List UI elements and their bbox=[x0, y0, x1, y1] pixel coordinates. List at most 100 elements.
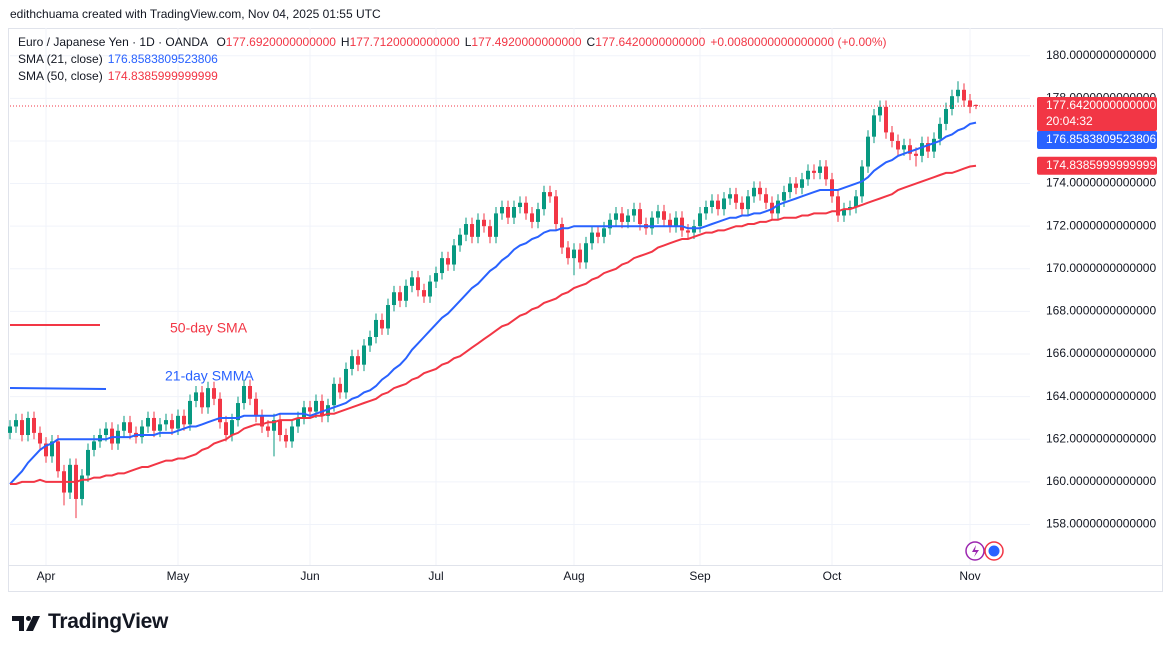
price-label-box bbox=[1037, 130, 1157, 149]
candle-body bbox=[716, 200, 720, 210]
candle-body bbox=[830, 179, 834, 197]
candle-body bbox=[8, 426, 12, 433]
sma-line bbox=[9, 121, 977, 485]
y-tick-label: 172.0000000000000 bbox=[1046, 218, 1156, 232]
candle-body bbox=[152, 417, 156, 431]
candle-body bbox=[884, 106, 888, 133]
candle-body bbox=[128, 422, 132, 433]
chart-frame bbox=[8, 28, 1163, 592]
sma-line bbox=[10, 164, 977, 485]
sma-lines bbox=[9, 121, 977, 485]
candle-body bbox=[602, 228, 606, 237]
sma-price-label: 174.8385999999999 bbox=[1046, 158, 1156, 172]
candle-body bbox=[548, 192, 552, 197]
candle-body bbox=[254, 398, 258, 416]
candle-body bbox=[698, 213, 702, 227]
sma-value: 176.8583809523806 bbox=[107, 52, 218, 66]
candle-body bbox=[164, 420, 168, 425]
logo-mark bbox=[26, 616, 40, 631]
candle-body bbox=[98, 435, 102, 442]
annotation: 50-day SMA bbox=[170, 320, 248, 336]
sma-value: 174.8385999999999 bbox=[107, 69, 218, 83]
candle-body bbox=[416, 277, 420, 291]
ohlc-key: H bbox=[340, 35, 350, 49]
candle-body bbox=[584, 243, 588, 263]
x-tick-label: Aug bbox=[563, 569, 584, 583]
candle-body bbox=[458, 234, 462, 246]
attribution: edithchuama created with TradingView.com… bbox=[10, 7, 381, 21]
candle-body bbox=[692, 226, 696, 233]
candle-body bbox=[560, 224, 564, 248]
candle-body bbox=[68, 464, 72, 493]
candle-body bbox=[32, 417, 36, 433]
x-tick-label: Oct bbox=[823, 569, 842, 583]
candle-body bbox=[806, 170, 810, 180]
candle-body bbox=[728, 194, 732, 199]
candle-body bbox=[488, 226, 492, 237]
y-tick-label: 160.0000000000000 bbox=[1046, 474, 1156, 488]
logo-mark bbox=[26, 616, 31, 621]
x-tick-label: May bbox=[167, 569, 190, 583]
candle-body bbox=[356, 356, 360, 365]
icon-glyph bbox=[972, 545, 979, 557]
candle-body bbox=[662, 211, 666, 220]
candle-body bbox=[56, 441, 60, 472]
candle-body bbox=[362, 345, 366, 365]
candle-body bbox=[740, 202, 744, 210]
candle-body bbox=[464, 224, 468, 235]
icon-glyph bbox=[988, 545, 1000, 557]
candle-body bbox=[146, 417, 150, 427]
candle-body bbox=[284, 435, 288, 442]
candle-body bbox=[494, 213, 498, 237]
candle-body bbox=[38, 432, 42, 444]
candle-body bbox=[674, 217, 678, 227]
candle-body bbox=[908, 145, 912, 154]
price-label-box bbox=[1037, 156, 1157, 175]
candle-body bbox=[290, 426, 294, 442]
candle-body bbox=[866, 136, 870, 167]
candle-body bbox=[524, 202, 528, 214]
logo-mark bbox=[12, 616, 24, 631]
candle-body bbox=[272, 420, 276, 431]
candle-body bbox=[950, 96, 954, 109]
candle-body bbox=[392, 292, 396, 306]
candle-body bbox=[92, 441, 96, 450]
ohlc-key: L bbox=[464, 35, 472, 49]
candle-body bbox=[656, 211, 660, 218]
sma-legend: SMA (21, close) 176.8583809523806 bbox=[18, 52, 223, 66]
y-tick-label: 174.0000000000000 bbox=[1046, 176, 1156, 190]
symbol-title: Euro / Japanese Yen · 1D · OANDA bbox=[18, 35, 209, 49]
ohlc-key: O bbox=[216, 35, 226, 49]
candle-body bbox=[302, 407, 306, 418]
brand-logo bbox=[12, 616, 40, 631]
candle-body bbox=[776, 200, 780, 214]
candle-body bbox=[704, 207, 708, 214]
candle-body bbox=[332, 383, 336, 406]
candle-body bbox=[212, 388, 216, 399]
candle-body bbox=[914, 153, 918, 156]
candle-body bbox=[506, 207, 510, 218]
candle-body bbox=[344, 368, 348, 393]
candle-body bbox=[572, 249, 576, 259]
candle-body bbox=[890, 132, 894, 141]
y-tick-label: 170.0000000000000 bbox=[1046, 261, 1156, 275]
candle-body bbox=[410, 277, 414, 286]
ohlc-key: C bbox=[586, 35, 596, 49]
candle-body bbox=[842, 209, 846, 216]
candle-body bbox=[566, 247, 570, 259]
candle-body bbox=[824, 166, 828, 180]
candle-body bbox=[278, 420, 282, 436]
candle-body bbox=[338, 383, 342, 393]
x-tick-label: Apr bbox=[37, 569, 56, 583]
candle-body bbox=[386, 305, 390, 329]
candle-body bbox=[86, 449, 90, 476]
candle-body bbox=[944, 108, 948, 124]
candle-body bbox=[422, 290, 426, 297]
candle-body bbox=[44, 443, 48, 457]
candle-body bbox=[188, 400, 192, 425]
candle-body bbox=[878, 106, 882, 116]
candle-body bbox=[308, 407, 312, 412]
candle-body bbox=[242, 386, 246, 404]
candle-body bbox=[920, 143, 924, 156]
